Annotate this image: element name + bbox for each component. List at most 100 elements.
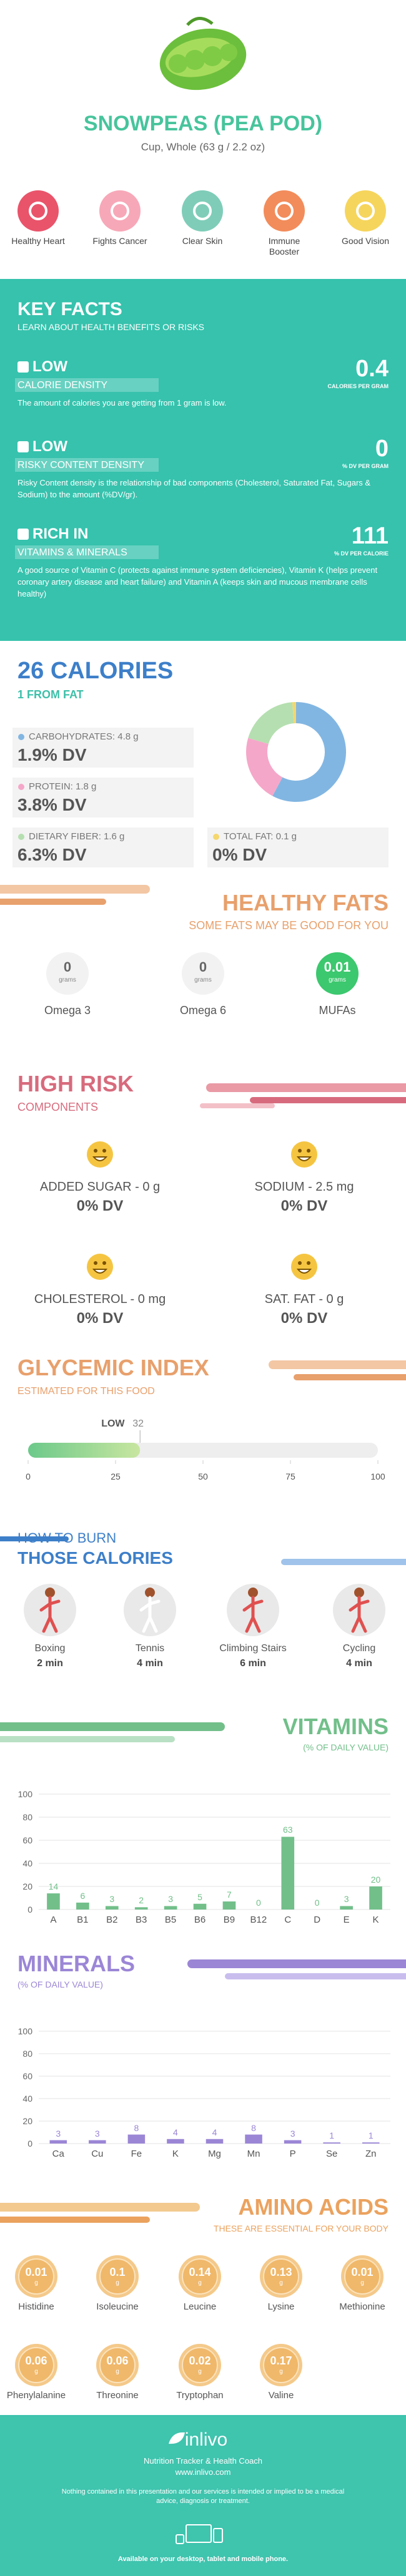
smiley-mouth: [296, 1156, 312, 1161]
smiley-eye: [298, 1149, 302, 1153]
chart-title: VITAMINS: [282, 1714, 389, 1739]
fact-icon: [17, 361, 29, 373]
smiley: [291, 1141, 317, 1168]
subtitle: Cup, Whole (63 g / 2.2 oz): [141, 141, 265, 153]
footer-tagline: Nutrition Tracker & Health Coach: [143, 2456, 263, 2466]
value-label: 3: [168, 1894, 173, 1905]
glycemic-subtitle: ESTIMATED FOR THIS FOOD: [17, 1386, 155, 1397]
fats-subtitle: SOME FATS MAY BE GOOD FOR YOU: [189, 919, 389, 932]
amino-unit: g: [279, 2280, 283, 2286]
benefit-label: Immune Booster: [268, 236, 300, 256]
activity-head: [45, 1588, 55, 1598]
nutrient-dv: 6.3% DV: [17, 845, 87, 864]
title: SNOWPEAS (PEA POD): [83, 112, 323, 135]
fact-unit: CALORIES PER GRAM: [327, 383, 389, 389]
activity-time: 4 min: [137, 1658, 163, 1669]
amino-value: 0.14: [189, 2266, 211, 2278]
bar: [105, 1906, 119, 1910]
bar: [89, 2140, 106, 2144]
fat-name: Omega 6: [179, 1004, 227, 1017]
fact-label: RISKY CONTENT DENSITY: [17, 460, 144, 471]
value-label: 3: [290, 2128, 295, 2139]
activity-time: 4 min: [346, 1658, 372, 1669]
value-label: 2: [139, 1895, 144, 1906]
risk-dv: 0% DV: [280, 1310, 328, 1327]
x-tick-label: C: [284, 1915, 292, 1925]
device-icons: [176, 2524, 223, 2544]
fact-label-highlight: [15, 458, 159, 472]
amino-badge-ring: [99, 2347, 136, 2383]
x-tick-label: A: [50, 1915, 57, 1925]
nutrient-box: [12, 827, 194, 867]
benefit-icon: [17, 190, 59, 232]
bar: [362, 2142, 380, 2144]
chart-subtitle: (% OF DAILY VALUE): [303, 1742, 389, 1752]
y-tick-label: 60: [22, 2071, 32, 2081]
bar: [134, 1907, 148, 1910]
bar: [205, 2139, 224, 2144]
y-tick-label: 0: [27, 1905, 32, 1915]
benefit-icon: [99, 190, 141, 232]
smiley-eye: [307, 1261, 310, 1265]
nutrient-dot: [213, 834, 219, 840]
benefit-icon-detail: [29, 202, 47, 220]
fat-name: MUFAs: [319, 1004, 356, 1017]
x-tick-label: B12: [250, 1915, 267, 1925]
amino-value: 0.13: [270, 2266, 292, 2278]
benefit-icon: [182, 190, 223, 232]
calories-subtitle: 1 FROM FAT: [17, 688, 84, 701]
fact-value: 0: [375, 436, 389, 462]
fat-unit: grams: [329, 977, 346, 983]
value-label: 6: [80, 1890, 86, 1901]
value-label: 20: [370, 1875, 381, 1885]
pea-pod-illustration: [159, 17, 247, 90]
bar: [281, 1837, 295, 1910]
section-stripes: [0, 885, 406, 2223]
x-tick-label: B6: [194, 1915, 206, 1925]
value-label: 63: [282, 1825, 293, 1835]
fact-unit: % DV PER CALORIE: [334, 550, 389, 557]
x-tick-label: B1: [77, 1915, 89, 1925]
burn-title: HOW TO BURN: [17, 1530, 117, 1546]
benefit-icon-detail: [111, 202, 129, 220]
chart-subtitle: (% OF DAILY VALUE): [17, 1979, 103, 1989]
bar: [49, 2140, 67, 2144]
donut-segment: [246, 738, 283, 796]
footer-disclaimer: Nothing contained in this presentation a…: [61, 2488, 345, 2505]
fat-circle: [182, 952, 224, 995]
donut-segment: [292, 702, 296, 724]
amino-value: 0.06: [25, 2354, 47, 2367]
glycemic-tick-label: 0: [26, 1471, 31, 1481]
value-label: 1: [329, 2130, 335, 2141]
amino-badge-ring: [18, 2258, 54, 2295]
risk-name: ADDED SUGAR - 0 g: [39, 1180, 161, 1194]
activity-figure: [349, 1596, 370, 1633]
footer-url: www.inlivo.com: [175, 2467, 231, 2477]
footer-logo: inlivo: [184, 2429, 228, 2450]
bar: [193, 1903, 207, 1910]
amino-value: 0.17: [270, 2354, 292, 2367]
nutrient-name: DIETARY FIBER: 1.6 g: [29, 831, 125, 842]
y-tick-label: 20: [22, 2116, 32, 2126]
fact-label-highlight: [15, 545, 159, 559]
risk-name: SAT. FAT - 0 g: [264, 1292, 344, 1306]
smiley: [87, 1141, 113, 1168]
fats-title: HEALTHY FATS: [222, 890, 389, 915]
benefit-icon: [345, 190, 386, 232]
amino-badge-ring: [182, 2258, 218, 2295]
value-label: 3: [94, 2128, 100, 2139]
amino-unit: g: [116, 2368, 119, 2375]
value-label: 4: [212, 2127, 217, 2137]
bar: [127, 2134, 146, 2144]
risk-name: SODIUM - 2.5 mg: [254, 1180, 354, 1194]
smiley-eye: [94, 1149, 97, 1153]
nutrient-box: [12, 778, 194, 817]
y-tick-label: 100: [17, 2026, 32, 2036]
activity-figure: [242, 1596, 264, 1633]
amino-badge-ring: [344, 2258, 380, 2295]
activity-name: Climbing Stairs: [219, 1643, 287, 1654]
fact-icon: [17, 441, 29, 452]
amino-unit: g: [198, 2280, 202, 2286]
footer-available: Available on your desktop, tablet and mo…: [117, 2555, 289, 2563]
